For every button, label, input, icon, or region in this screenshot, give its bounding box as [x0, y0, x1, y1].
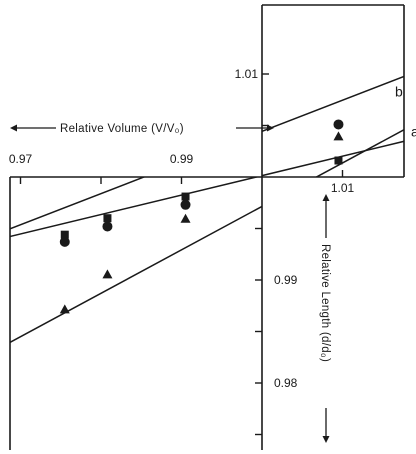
x-tick-label: 1.01 — [331, 181, 355, 195]
point-c — [102, 221, 113, 232]
x-tick-label: 0.99 — [170, 152, 194, 166]
point-a — [334, 156, 343, 165]
upper-right-frame — [261, 4, 405, 178]
fit-line-c — [10, 37, 404, 319]
fit-line-b — [10, 75, 404, 436]
y-tick-label: 0.99 — [274, 273, 298, 287]
point-c — [59, 236, 70, 247]
y-axis-title: Relative Length (d/d₀) — [319, 244, 331, 362]
series-label-b: b — [395, 84, 403, 100]
fit-lines — [10, 37, 404, 436]
point-b — [59, 304, 70, 314]
fit-line-a — [10, 116, 404, 294]
y-tick-label: 1.01 — [235, 67, 259, 81]
point-a — [103, 214, 112, 223]
labels: 0.950.970.991.011.030.980.991.01Relative… — [9, 67, 416, 443]
point-b — [333, 131, 344, 141]
point-c — [333, 119, 344, 130]
xlabel-left-arrow-head — [10, 124, 17, 132]
markers — [59, 119, 344, 314]
y-tick-label: 0.98 — [274, 376, 298, 390]
series-label-a: a — [411, 124, 416, 140]
lower-left-frame — [9, 176, 263, 450]
ylabel-bottom-arrow-head — [322, 436, 330, 443]
point-a — [60, 230, 69, 239]
point-a — [181, 192, 190, 201]
point-c — [180, 199, 191, 210]
ylabel-top-arrow-head — [322, 194, 330, 201]
xlabel-right-arrow-head — [267, 124, 274, 132]
point-b — [102, 269, 113, 279]
axes — [9, 4, 405, 450]
point-b — [180, 213, 191, 223]
x-axis-title: Relative Volume (V/V₀) — [60, 123, 184, 135]
x-tick-label: 0.97 — [9, 152, 33, 166]
